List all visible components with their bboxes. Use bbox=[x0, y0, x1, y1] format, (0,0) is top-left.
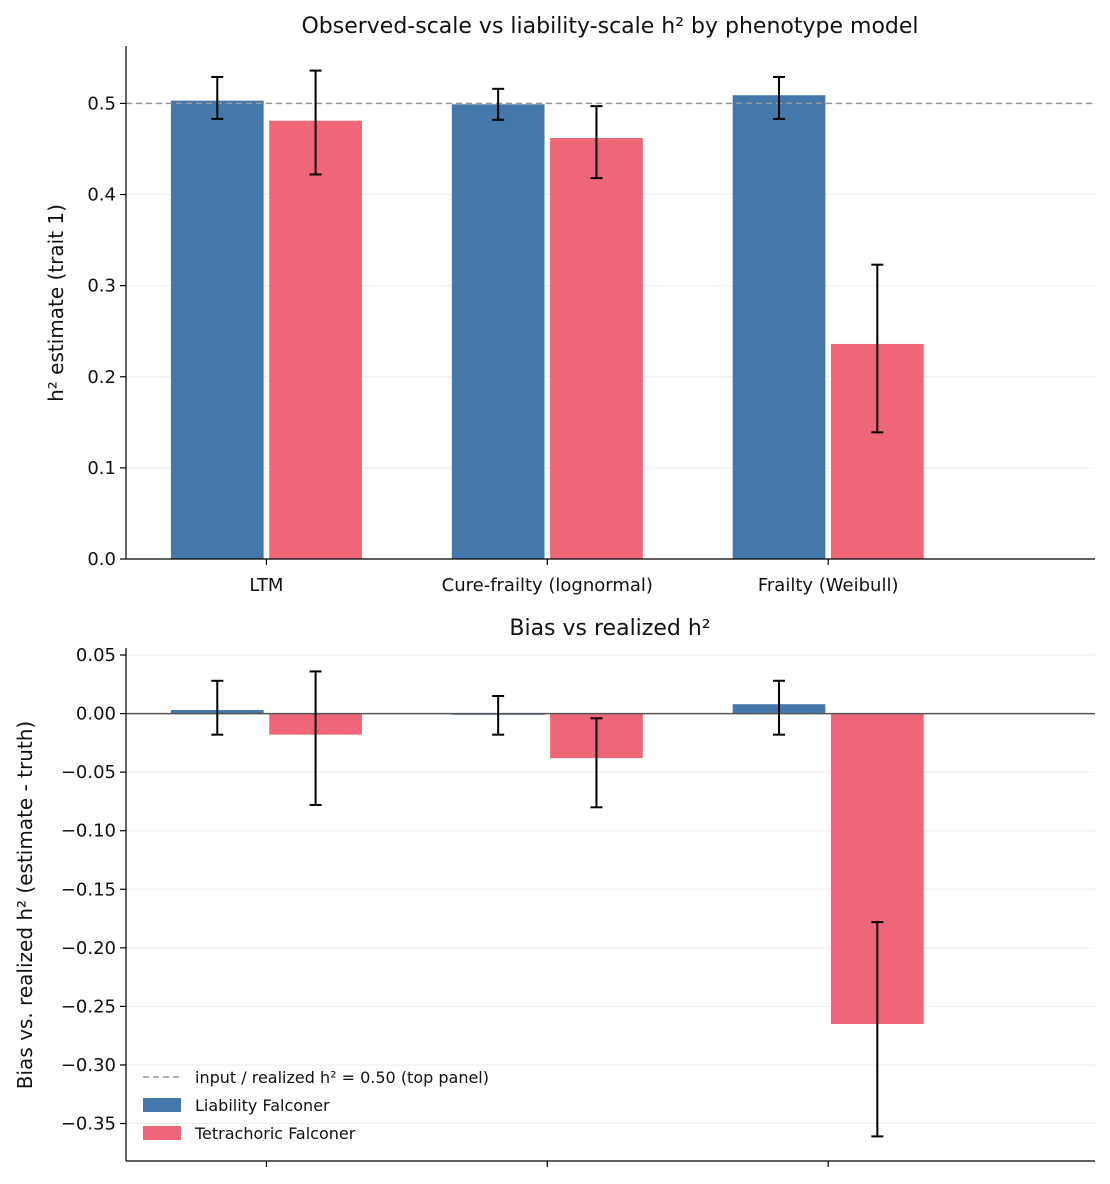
top-y-tick-label: 0.4 bbox=[87, 185, 116, 206]
bottom-errorbar-liability-ltm bbox=[211, 679, 224, 736]
bottom-errorbar-tetrachoric-ltm bbox=[309, 670, 322, 806]
top-bar-tetrachoric-cure-frailty-lognormal bbox=[550, 138, 643, 559]
top-panel: Observed-scale vs liability-scale h² by … bbox=[44, 14, 1095, 596]
top-y-tick-label: 0.3 bbox=[87, 276, 116, 297]
top-bar-liability-ltm bbox=[170, 100, 264, 560]
top-y-tick-label: 0.5 bbox=[87, 93, 116, 114]
top-bar-tetrachoric-ltm bbox=[269, 120, 362, 559]
bottom-errorbar-tetrachoric-frailty-weibull bbox=[871, 921, 884, 1138]
top-y-tick-label: 0.1 bbox=[87, 458, 116, 479]
bottom-panel-y-axis-label: Bias vs. realized h² (estimate - truth) bbox=[13, 721, 37, 1089]
legend: input / realized h² = 0.50 (top panel) L… bbox=[143, 1068, 489, 1143]
top-errorbar-tetrachoric-ltm bbox=[309, 69, 322, 176]
bottom-errorbar-liability-frailty-weibull bbox=[773, 679, 786, 736]
bottom-y-tick-label: −0.30 bbox=[61, 1055, 116, 1076]
legend-label-reference-line: input / realized h² = 0.50 (top panel) bbox=[195, 1068, 489, 1087]
bottom-grid bbox=[126, 654, 1095, 1125]
top-errorbar-liability-cure-frailty-lognormal bbox=[492, 87, 505, 121]
bottom-errorbar-liability-cure-frailty-lognormal bbox=[492, 695, 505, 736]
top-panel-y-axis-label: h² estimate (trait 1) bbox=[44, 204, 68, 402]
top-errorbar-liability-ltm bbox=[211, 75, 224, 120]
top-y-tick-label: 0.2 bbox=[87, 367, 116, 388]
bottom-y-tick-label: −0.10 bbox=[61, 821, 116, 842]
bottom-y-tick-label: 0.00 bbox=[76, 704, 116, 725]
legend-label-tetrachoric: Tetrachoric Falconer bbox=[194, 1124, 356, 1143]
bottom-y-tick-label: −0.35 bbox=[61, 1114, 116, 1135]
top-bar-liability-cure-frailty-lognormal bbox=[451, 104, 545, 559]
legend-swatch-liability bbox=[143, 1098, 181, 1112]
bottom-y-tick-label: −0.15 bbox=[61, 879, 116, 900]
legend-swatch-tetrachoric bbox=[143, 1126, 181, 1140]
bottom-y-tick-label: 0.05 bbox=[76, 645, 116, 666]
top-y-tick-label: 0.0 bbox=[87, 549, 116, 570]
bottom-y-tick-label: −0.25 bbox=[61, 996, 116, 1017]
bottom-y-tick-label: −0.20 bbox=[61, 938, 116, 959]
legend-label-liability: Liability Falconer bbox=[195, 1096, 330, 1115]
top-bar-liability-frailty-weibull bbox=[732, 95, 826, 560]
top-x-tick-label-cure-frailty-lognormal: Cure-frailty (lognormal) bbox=[442, 575, 653, 596]
top-x-tick-label-ltm: LTM bbox=[249, 575, 283, 596]
bottom-panel-title: Bias vs realized h² bbox=[509, 616, 710, 641]
bottom-y-tick-label: −0.05 bbox=[61, 762, 116, 783]
top-errorbar-tetrachoric-frailty-weibull bbox=[871, 263, 884, 434]
bottom-panel: Bias vs realized h² Bias vs. realized h²… bbox=[13, 616, 1095, 1167]
top-errorbar-liability-frailty-weibull bbox=[773, 75, 786, 120]
top-panel-title: Observed-scale vs liability-scale h² by … bbox=[301, 14, 918, 39]
bottom-errorbar-tetrachoric-cure-frailty-lognormal bbox=[590, 717, 603, 809]
top-x-tick-label-frailty-weibull: Frailty (Weibull) bbox=[758, 575, 899, 596]
top-errorbar-tetrachoric-cure-frailty-lognormal bbox=[590, 105, 603, 180]
